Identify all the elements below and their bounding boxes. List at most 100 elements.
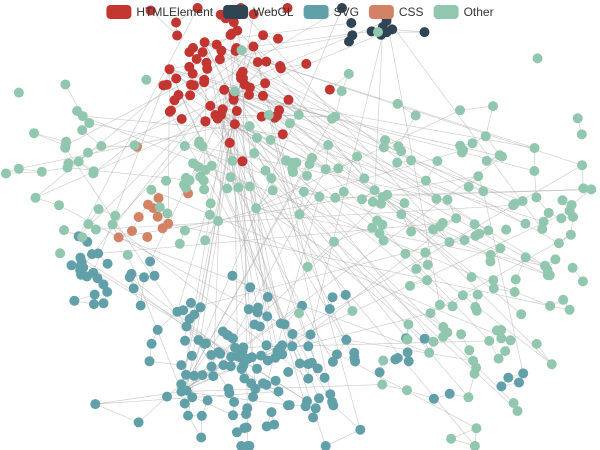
graph-node-svg[interactable] [146, 338, 157, 349]
graph-node-htmlelement[interactable] [248, 41, 259, 52]
graph-node-other[interactable] [411, 263, 422, 274]
graph-node-other[interactable] [481, 155, 492, 166]
graph-node-other[interactable] [96, 141, 107, 151]
graph-node-svg[interactable] [319, 372, 330, 383]
graph-node-svg[interactable] [328, 400, 339, 411]
graph-node-other[interactable] [467, 138, 478, 149]
graph-node-other[interactable] [146, 184, 157, 195]
graph-node-svg[interactable] [126, 268, 137, 279]
graph-node-svg[interactable] [152, 324, 163, 335]
graph-node-other[interactable] [229, 86, 240, 97]
graph-node-other[interactable] [564, 304, 575, 315]
graph-node-other[interactable] [225, 172, 236, 183]
graph-node-svg[interactable] [206, 361, 217, 372]
graph-node-htmlelement[interactable] [277, 129, 288, 140]
graph-node-other[interactable] [566, 200, 577, 210]
graph-node-svg[interactable] [402, 347, 413, 358]
graph-node-other[interactable] [508, 398, 519, 408]
graph-node-css[interactable] [127, 226, 137, 236]
graph-node-other[interactable] [572, 113, 583, 124]
graph-node-svg[interactable] [514, 377, 524, 388]
graph-node-svg[interactable] [228, 410, 238, 421]
graph-node-other[interactable] [455, 105, 465, 116]
graph-node-other[interactable] [326, 113, 337, 124]
graph-node-other[interactable] [471, 423, 482, 434]
graph-node-other[interactable] [470, 302, 481, 312]
graph-node-htmlelement[interactable] [176, 114, 187, 124]
graph-node-other[interactable] [77, 125, 88, 136]
graph-node-svg[interactable] [303, 341, 314, 352]
graph-node-other[interactable] [463, 392, 474, 403]
graph-node-htmlelement[interactable] [211, 39, 222, 50]
graph-node-other[interactable] [162, 208, 173, 219]
graph-node-other[interactable] [347, 306, 358, 316]
graph-node-other[interactable] [266, 173, 277, 184]
graph-node-svg[interactable] [179, 398, 190, 409]
graph-node-htmlelement[interactable] [164, 106, 175, 117]
graph-node-svg[interactable] [403, 356, 414, 367]
graph-node-other[interactable] [463, 181, 474, 192]
graph-node-svg[interactable] [229, 397, 240, 407]
graph-node-other[interactable] [36, 166, 47, 177]
graph-node-other[interactable] [578, 183, 589, 194]
graph-node-other[interactable] [472, 289, 483, 300]
graph-node-htmlelement[interactable] [324, 84, 335, 95]
graph-node-other[interactable] [181, 172, 191, 183]
graph-node-svg[interactable] [390, 354, 401, 365]
graph-node-other[interactable] [374, 228, 385, 239]
graph-node-htmlelement[interactable] [261, 56, 272, 67]
graph-node-other[interactable] [314, 191, 325, 202]
graph-node-css[interactable] [153, 193, 164, 204]
graph-node-other[interactable] [464, 345, 475, 356]
graph-node-other[interactable] [466, 272, 477, 282]
graph-node-other[interactable] [455, 140, 466, 151]
graph-node-other[interactable] [62, 162, 73, 173]
graph-node-htmlelement[interactable] [260, 78, 271, 89]
graph-node-svg[interactable] [135, 300, 146, 311]
graph-node-other[interactable] [510, 274, 521, 285]
graph-node-other[interactable] [568, 211, 578, 222]
graph-node-other[interactable] [550, 254, 561, 265]
graph-node-svg[interactable] [269, 419, 280, 430]
graph-node-svg[interactable] [89, 289, 100, 300]
graph-node-other[interactable] [553, 238, 564, 249]
graph-node-other[interactable] [446, 433, 457, 444]
graph-node-other[interactable] [376, 198, 386, 209]
graph-node-svg[interactable] [133, 417, 144, 428]
graph-node-htmlelement[interactable] [232, 25, 243, 36]
graph-node-htmlelement[interactable] [228, 94, 239, 105]
graph-node-other[interactable] [233, 182, 244, 193]
graph-node-other[interactable] [251, 203, 262, 214]
graph-node-other[interactable] [204, 209, 215, 220]
graph-node-svg[interactable] [256, 350, 267, 361]
graph-node-other[interactable] [540, 260, 550, 271]
graph-node-other[interactable] [367, 222, 378, 233]
graph-node-other[interactable] [61, 136, 72, 147]
graph-node-other[interactable] [517, 196, 528, 206]
graph-node-other[interactable] [83, 147, 93, 158]
graph-node-svg[interactable] [225, 361, 236, 372]
graph-node-htmlelement[interactable] [244, 82, 255, 93]
graph-node-other[interactable] [396, 209, 407, 220]
graph-node-htmlelement[interactable] [164, 64, 175, 75]
graph-node-other[interactable] [378, 235, 389, 246]
graph-node-other[interactable] [497, 151, 507, 162]
graph-node-svg[interactable] [145, 256, 156, 267]
graph-node-svg[interactable] [355, 424, 366, 435]
graph-node-svg[interactable] [262, 311, 273, 322]
graph-node-other[interactable] [493, 353, 504, 364]
graph-node-other[interactable] [260, 165, 271, 176]
graph-node-svg[interactable] [241, 409, 252, 420]
graph-node-other[interactable] [512, 406, 523, 416]
graph-node-other[interactable] [180, 182, 191, 193]
graph-node-css[interactable] [133, 212, 144, 222]
graph-node-other[interactable] [520, 218, 531, 229]
graph-node-other[interactable] [435, 221, 445, 232]
graph-node-other[interactable] [509, 287, 520, 297]
graph-node-svg[interactable] [93, 248, 104, 259]
graph-node-other[interactable] [13, 163, 24, 174]
graph-node-svg[interactable] [340, 289, 351, 300]
graph-node-other[interactable] [410, 110, 421, 121]
graph-node-other[interactable] [444, 237, 455, 248]
graph-node-svg[interactable] [102, 258, 113, 269]
